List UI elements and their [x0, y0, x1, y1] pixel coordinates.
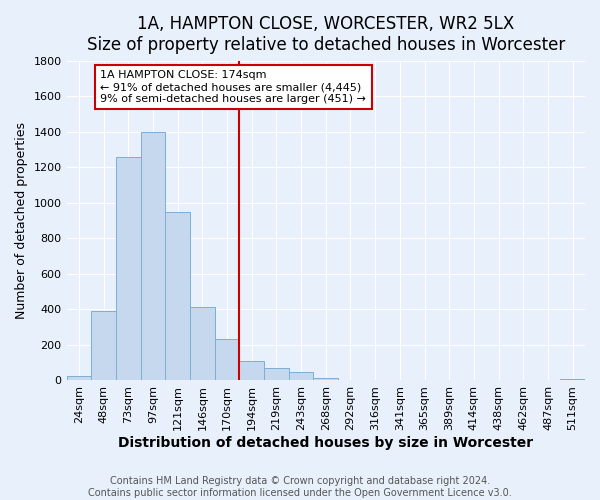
Bar: [67, 376, 91, 380]
Text: Contains HM Land Registry data © Crown copyright and database right 2024.
Contai: Contains HM Land Registry data © Crown c…: [88, 476, 512, 498]
X-axis label: Distribution of detached houses by size in Worcester: Distribution of detached houses by size …: [118, 436, 533, 450]
Bar: [560, 378, 585, 380]
Bar: [215, 338, 239, 380]
Bar: [91, 311, 116, 380]
Text: 1A HAMPTON CLOSE: 174sqm
← 91% of detached houses are smaller (4,445)
9% of semi: 1A HAMPTON CLOSE: 174sqm ← 91% of detach…: [100, 70, 366, 104]
Bar: [140, 132, 165, 380]
Bar: [264, 368, 289, 380]
Y-axis label: Number of detached properties: Number of detached properties: [15, 122, 28, 319]
Title: 1A, HAMPTON CLOSE, WORCESTER, WR2 5LX
Size of property relative to detached hous: 1A, HAMPTON CLOSE, WORCESTER, WR2 5LX Si…: [86, 15, 565, 54]
Bar: [239, 361, 264, 380]
Bar: [116, 157, 140, 380]
Bar: [190, 307, 215, 380]
Bar: [165, 212, 190, 380]
Bar: [313, 378, 338, 380]
Bar: [289, 372, 313, 380]
